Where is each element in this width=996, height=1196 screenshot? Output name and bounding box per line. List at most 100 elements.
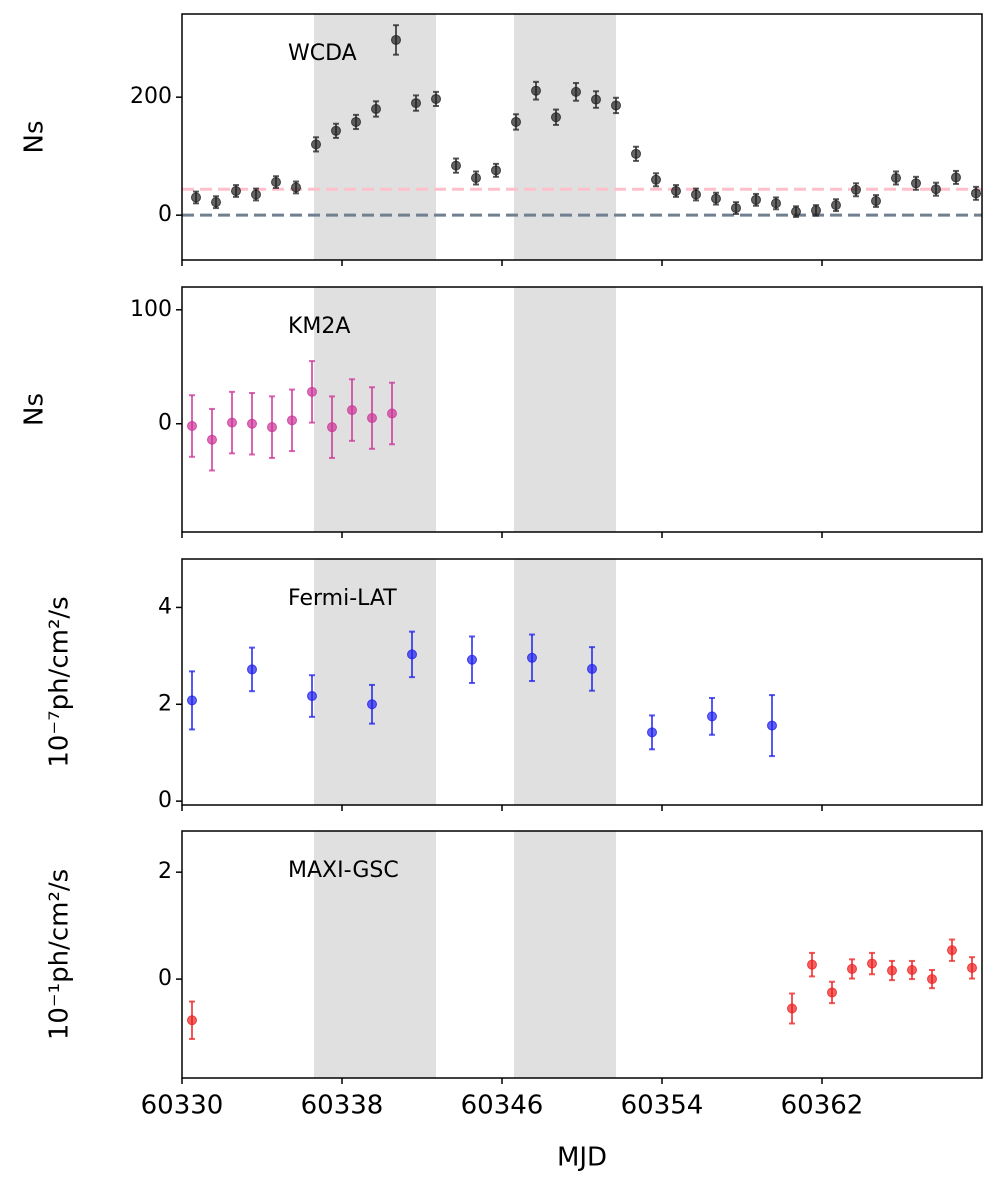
data-point	[891, 173, 901, 183]
axes-frame	[181, 13, 983, 261]
data-point	[971, 188, 981, 199]
y-tick-label: 0	[158, 411, 172, 436]
data-point	[587, 663, 597, 674]
data-point	[571, 86, 581, 97]
data-point	[351, 116, 361, 127]
data-point	[887, 965, 897, 976]
data-point	[851, 184, 861, 195]
data-point	[847, 963, 857, 974]
data-point	[411, 98, 421, 109]
data-point	[267, 422, 277, 433]
x-axis-label: MJD	[557, 1143, 607, 1173]
data-point	[471, 173, 481, 183]
data-point	[191, 192, 201, 203]
data-point	[771, 198, 781, 209]
data-point	[347, 405, 357, 416]
shaded-region	[514, 287, 616, 532]
y-axis-label: 10⁻¹ph/cm²/s	[45, 869, 75, 1040]
data-point	[551, 112, 561, 123]
y-tick-label: 200	[130, 84, 172, 109]
y-tick-label: 2	[158, 859, 172, 884]
data-point	[307, 691, 317, 702]
y-tick-label: 2	[158, 691, 172, 716]
data-point	[807, 959, 817, 970]
data-point	[947, 945, 957, 956]
x-tick-label: 60338	[301, 1091, 384, 1121]
data-point	[231, 185, 241, 196]
data-point	[927, 974, 937, 985]
data-point	[451, 160, 461, 171]
x-tick-label: 60330	[141, 1091, 224, 1121]
data-point	[871, 196, 881, 207]
shaded-region	[514, 831, 616, 1078]
data-point	[531, 85, 541, 96]
shaded-region	[314, 287, 436, 532]
y-axis-label: 10⁻⁷ph/cm²/s	[45, 596, 75, 767]
x-tick-label: 60346	[461, 1091, 544, 1121]
data-point	[187, 1015, 197, 1026]
y-tick-label: 4	[158, 594, 172, 619]
data-point	[831, 200, 841, 211]
y-tick-label: 0	[158, 202, 172, 227]
data-point	[307, 386, 317, 397]
axes-frame	[181, 286, 983, 533]
data-point	[391, 34, 401, 45]
data-point	[287, 415, 297, 426]
data-point	[271, 177, 281, 188]
data-point	[327, 422, 337, 433]
data-point	[711, 193, 721, 204]
data-point	[431, 93, 441, 104]
data-point	[651, 174, 661, 185]
panel-label: Fermi-LAT	[288, 586, 397, 611]
x-tick-label: 60354	[621, 1091, 704, 1121]
data-point	[691, 189, 701, 200]
panel-label: WCDA	[288, 41, 357, 66]
data-point	[967, 962, 977, 973]
data-point	[931, 184, 941, 195]
data-point	[207, 434, 217, 445]
data-point	[291, 182, 301, 193]
data-point	[787, 1003, 797, 1014]
data-point	[251, 189, 261, 200]
data-point	[671, 185, 681, 196]
data-point	[511, 116, 521, 127]
data-point	[811, 205, 821, 216]
data-point	[371, 103, 381, 114]
data-point	[367, 413, 377, 424]
data-point	[867, 958, 877, 969]
y-axis-label: Ns	[20, 393, 50, 426]
data-point	[791, 206, 801, 217]
data-point	[211, 197, 221, 208]
data-point	[467, 654, 477, 665]
data-point	[407, 649, 417, 660]
y-tick-label: 100	[130, 297, 172, 322]
data-point	[591, 94, 601, 105]
shaded-region	[514, 14, 616, 260]
data-point	[227, 417, 237, 428]
y-tick-label: 0	[158, 788, 172, 813]
panel-label: KM2A	[288, 314, 350, 339]
data-point	[907, 965, 917, 976]
shaded-region	[314, 831, 436, 1078]
x-tick-label: 60362	[781, 1091, 864, 1121]
data-point	[707, 711, 717, 722]
data-point	[631, 148, 641, 159]
data-point	[911, 178, 921, 189]
data-point	[247, 664, 257, 675]
data-point	[527, 652, 537, 663]
data-point	[311, 139, 321, 150]
y-axis-label: Ns	[20, 121, 50, 154]
data-point	[247, 418, 257, 429]
data-point	[611, 100, 621, 111]
axes-frame	[181, 830, 983, 1079]
axes-frame	[181, 558, 983, 806]
data-point	[387, 408, 397, 419]
data-point	[491, 165, 501, 176]
y-tick-label: 0	[158, 966, 172, 991]
data-point	[767, 720, 777, 731]
data-point	[647, 727, 657, 738]
data-point	[331, 125, 341, 136]
data-point	[751, 194, 761, 205]
panel-label: MAXI-GSC	[288, 858, 399, 883]
